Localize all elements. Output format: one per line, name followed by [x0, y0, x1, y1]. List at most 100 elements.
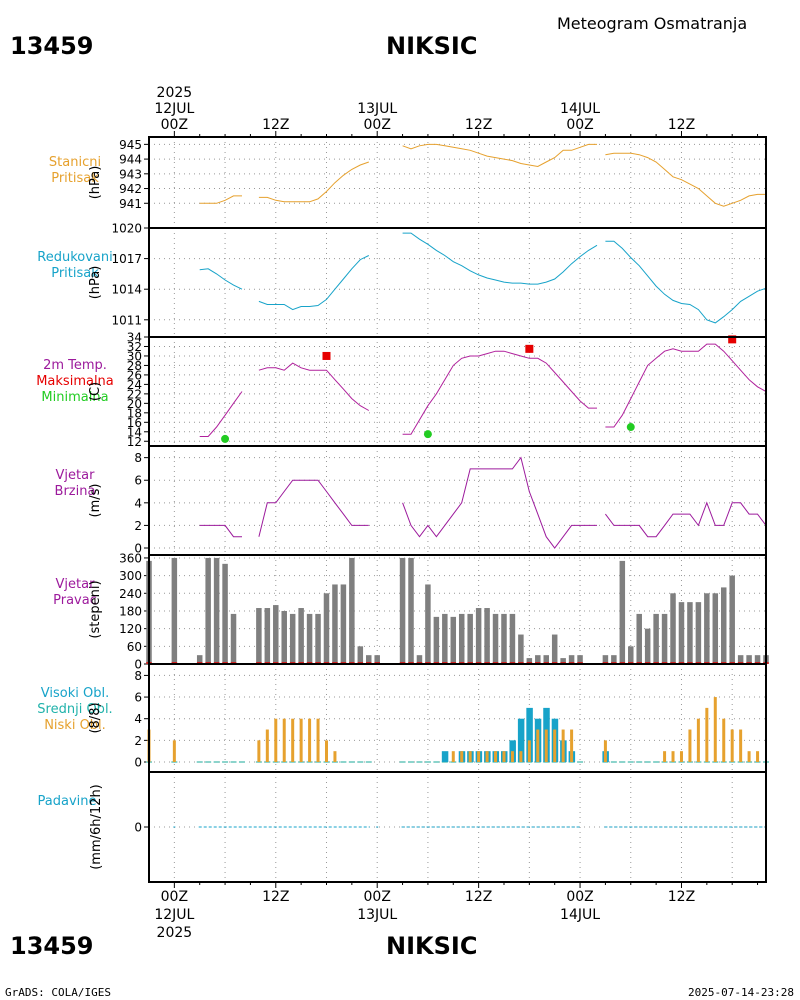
label-line: Niski Obl. — [44, 718, 106, 733]
y-tick-label: 945 — [119, 138, 142, 152]
cloud-low-bar — [265, 729, 269, 762]
date-label-top: 13JUL — [357, 101, 397, 117]
direction-bar — [560, 658, 566, 664]
system-title: Meteogram Osmatranja — [557, 14, 748, 33]
y-tick-label: 180 — [119, 604, 142, 618]
direction-bar — [737, 655, 744, 664]
cloud-low-bar — [747, 751, 751, 762]
direction-bar — [196, 655, 203, 664]
cloud-low-bar — [713, 697, 717, 762]
series-line — [605, 152, 766, 207]
y-tick-label: 1011 — [111, 313, 142, 327]
y-tick-label: 22 — [127, 387, 142, 401]
cloud-low-bar — [333, 751, 337, 762]
direction-bar — [543, 655, 549, 664]
y-tick-label: 24 — [127, 378, 142, 392]
cloud-low-bar — [308, 718, 312, 762]
direction-bar — [712, 593, 719, 664]
direction-bar — [450, 616, 457, 664]
station-name-bottom: NIKSIC — [386, 932, 478, 960]
direction-bar — [661, 613, 668, 664]
cloud-low-bar — [324, 740, 328, 762]
label-line: Minimalna — [41, 390, 109, 405]
direction-bar — [374, 655, 380, 664]
direction-bar — [526, 658, 533, 664]
label-line: Pritisak — [51, 266, 99, 281]
y-tick-label: 1017 — [111, 252, 142, 266]
temp-max-marker — [525, 344, 534, 353]
direction-bar — [332, 584, 338, 664]
series-line — [605, 501, 767, 538]
label-line: Pritisak — [51, 171, 99, 186]
direction-bar — [281, 610, 287, 664]
cloud-high-bar — [517, 718, 525, 762]
y-tick-label: 943 — [119, 167, 142, 181]
y-tick-label: 944 — [119, 153, 142, 167]
direction-bar — [551, 634, 558, 664]
panel-frame — [148, 771, 767, 883]
direction-bar — [695, 602, 702, 664]
label-line: Srednji Obl. — [37, 702, 113, 717]
series-line — [402, 143, 597, 168]
time-tick-label-bottom: 00Z — [566, 889, 593, 905]
direction-bar — [729, 575, 735, 664]
cloud-low-bar — [274, 718, 278, 762]
direction-bar — [315, 613, 321, 664]
timestamp-text: 2025-07-14-23:28 — [688, 986, 794, 999]
y-axis-unit: (hPa) — [88, 266, 103, 300]
direction-bar — [425, 584, 431, 664]
direction-bar — [577, 655, 583, 664]
label-line: Stanicni — [48, 155, 102, 170]
cloud-low-bar — [603, 740, 607, 762]
y-axis-unit: (stepeni) — [88, 580, 103, 638]
label-temperature: 2m Temp. Maksimalna Minimalna — [0, 358, 150, 406]
cloud-low-bar — [739, 729, 743, 762]
time-tick-label-bottom: 12Z — [262, 889, 289, 905]
time-tick-label-top: 12Z — [465, 117, 492, 133]
y-tick-label: 0 — [134, 658, 142, 672]
y-tick-label: 300 — [119, 569, 142, 583]
direction-bar — [340, 584, 347, 664]
direction-bar — [475, 608, 482, 664]
time-tick-label-top: 00Z — [161, 117, 188, 133]
direction-bar — [754, 655, 761, 664]
cloud-low-bar — [544, 729, 548, 762]
time-tick-label-top: 00Z — [566, 117, 593, 133]
series-line — [258, 255, 370, 311]
direction-bar — [602, 655, 609, 664]
cloud-low-bar — [502, 751, 506, 762]
label-line: Vjetar — [55, 468, 95, 483]
date-label-bottom: 12JUL — [154, 907, 194, 923]
panel-frame — [148, 445, 767, 556]
label-line: 2m Temp. — [43, 358, 107, 373]
y-axis-unit: (mm/6h/12h) — [89, 784, 104, 870]
y-tick-label: 20 — [127, 397, 142, 411]
cloud-low-bar — [663, 751, 667, 762]
cloud-high-bar — [526, 707, 533, 762]
direction-bar — [205, 557, 211, 664]
cloud-low-bar — [553, 729, 557, 762]
direction-bar — [687, 602, 693, 664]
time-tick-label-top: 00Z — [364, 117, 391, 133]
label-line: Visoki Obl. — [40, 686, 110, 701]
label-station-pressure: Stanicni Pritisak — [0, 155, 150, 187]
y-tick-label: 28 — [127, 359, 142, 373]
y-tick-label: 1020 — [111, 222, 142, 236]
direction-bar — [273, 605, 279, 664]
label-reduced-pressure: Redukovani Pritisak — [0, 250, 150, 282]
direction-bar — [518, 634, 524, 664]
y-tick-label: 8 — [134, 669, 142, 683]
time-tick-label-bottom: 12Z — [465, 889, 492, 905]
direction-bar — [501, 613, 507, 664]
y-tick-label: 6 — [134, 691, 142, 705]
y-tick-label: 1014 — [111, 283, 142, 297]
direction-bar — [484, 608, 490, 664]
direction-bar — [611, 655, 617, 664]
y-tick-label: 942 — [119, 182, 142, 196]
direction-bar — [357, 646, 364, 664]
date-label-top: 12JUL — [154, 101, 194, 117]
cloud-low-bar — [460, 751, 464, 762]
cloud-low-bar — [299, 718, 303, 762]
temp-max-marker — [322, 351, 331, 360]
y-tick-label: 2 — [134, 519, 142, 533]
